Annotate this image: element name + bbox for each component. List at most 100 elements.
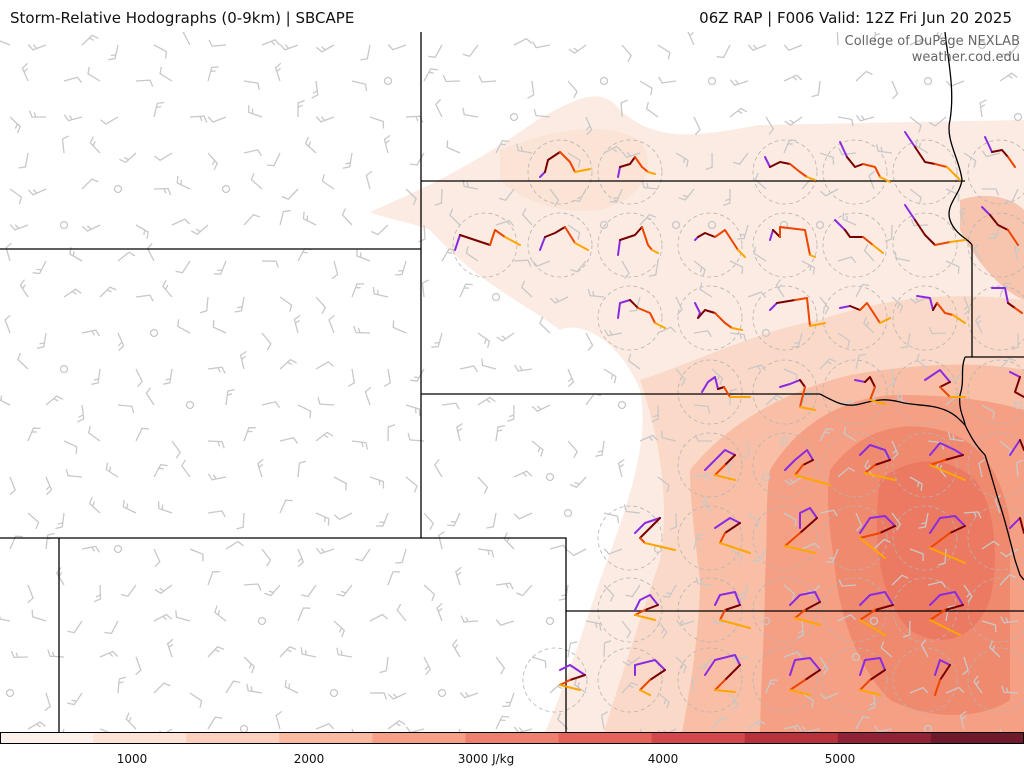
wind-barb (516, 143, 533, 154)
wind-barb (279, 358, 297, 370)
credit-url[interactable]: weather.cod.edu (911, 50, 1020, 65)
wind-barb (811, 80, 821, 98)
wind-barb (45, 395, 64, 406)
wind-barb (836, 32, 839, 46)
wind-barb (621, 260, 630, 279)
calm-wind-marker (59, 364, 69, 374)
wind-barb (973, 675, 983, 694)
wind-barb (266, 152, 281, 167)
wind-barb (387, 692, 407, 700)
wind-barb (261, 548, 272, 567)
wind-barb (261, 260, 280, 268)
wind-barb (315, 44, 335, 53)
calm-wind-marker (149, 328, 159, 338)
calm-wind-marker (5, 688, 15, 698)
wind-barb (159, 66, 173, 82)
colorbar-segment (651, 732, 746, 744)
wind-barb (157, 501, 173, 514)
wind-barb (243, 213, 261, 226)
hodograph (1009, 371, 1024, 398)
wind-barb (243, 149, 263, 157)
wind-barb (407, 433, 425, 442)
wind-barb (819, 296, 830, 315)
colorbar-tick-label: 4000 (647, 752, 679, 766)
wind-barb (513, 259, 532, 267)
wind-barb (693, 116, 701, 136)
wind-barb (213, 260, 227, 275)
wind-barb (81, 224, 101, 232)
wind-barb (153, 548, 161, 568)
wind-barb (55, 512, 65, 530)
colorbar-segment (279, 732, 374, 744)
wind-barb (369, 613, 389, 622)
wind-barb (629, 296, 641, 312)
wind-barb (573, 677, 587, 694)
wind-barb (657, 44, 671, 60)
wind-barb (797, 620, 805, 639)
wind-barb (837, 332, 851, 348)
wind-barb (18, 152, 29, 169)
wind-barb (300, 647, 317, 658)
wind-barb (0, 40, 11, 46)
wind-barb (747, 364, 767, 371)
wind-barb (315, 361, 334, 370)
wind-barb (153, 101, 165, 118)
wind-barb (513, 37, 533, 46)
wind-barb (351, 283, 365, 298)
wind-barb (99, 650, 119, 658)
wind-barb (678, 188, 695, 201)
wind-barb (909, 548, 924, 561)
hodograph (924, 369, 966, 398)
wind-barb (27, 44, 47, 51)
wind-barb (765, 394, 783, 406)
wind-barb (982, 188, 1000, 196)
hodograph (764, 156, 816, 181)
wind-barb (936, 32, 947, 46)
wind-barb (369, 692, 388, 700)
wind-barb (819, 188, 839, 197)
wind-barb (784, 116, 803, 126)
wind-barb (279, 646, 297, 658)
wind-barb (729, 107, 748, 118)
wind-barb (442, 74, 461, 83)
wind-barb (775, 279, 785, 298)
wind-barb (5, 242, 13, 262)
wind-barb (948, 368, 965, 382)
wind-barb (627, 353, 641, 370)
wind-barb (531, 404, 551, 412)
wind-barb (154, 152, 173, 162)
wind-barb (125, 712, 137, 730)
wind-barb (657, 476, 670, 493)
wind-barb (838, 148, 857, 156)
wind-barb (162, 368, 173, 385)
wind-barb (531, 260, 551, 267)
wind-barb (145, 387, 155, 406)
wind-barb (742, 440, 750, 459)
colorbar-segment (372, 732, 467, 744)
wind-barb (819, 358, 837, 370)
wind-barb (433, 459, 443, 478)
calm-wind-marker (779, 220, 789, 230)
wind-barb (379, 656, 389, 674)
wind-barb (747, 719, 766, 730)
wind-barb (279, 44, 299, 51)
wind-barb (81, 545, 100, 553)
wind-barb (909, 296, 929, 304)
calm-wind-marker (113, 184, 123, 194)
wind-barb (207, 716, 223, 730)
colorbar-tick-label: 1000 (116, 752, 148, 766)
wind-barb (317, 397, 335, 406)
wind-barb (63, 440, 78, 454)
wind-barb (423, 68, 438, 82)
wind-barb (45, 476, 53, 496)
wind-barb (621, 681, 639, 694)
calm-wind-marker (185, 400, 195, 410)
wind-barb (175, 260, 191, 274)
wind-barb (557, 712, 569, 730)
wind-barb (711, 717, 728, 730)
missouri-river-ne (819, 393, 1024, 581)
wind-barb (27, 512, 40, 530)
wind-barb (302, 211, 317, 226)
wind-barb (842, 212, 857, 226)
wind-barb (945, 686, 965, 694)
